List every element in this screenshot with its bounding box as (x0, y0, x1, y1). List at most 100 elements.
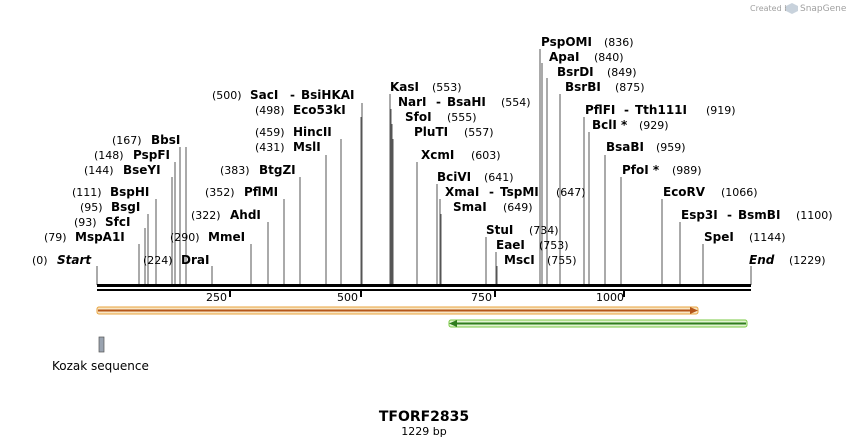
site-pluti[interactable]: PluTI (414, 125, 448, 139)
site-eaei-position: (753) (539, 239, 569, 252)
site-bsabi-position: (959) (656, 141, 686, 154)
feature-kozak-label: Kozak sequence (52, 359, 149, 373)
site-msli[interactable]: MslI (293, 140, 321, 154)
site-sfoi[interactable]: SfoI (405, 110, 432, 124)
site-esp3i-position: (1100) (796, 209, 833, 222)
site-pflmi[interactable]: PflMI (244, 185, 278, 199)
site-eco53ki[interactable]: Eco53kI (293, 103, 346, 117)
ruler-tick-1000: 1000 (596, 291, 624, 304)
ruler-tick-500: 500 (337, 291, 358, 304)
site-bsphi-position: (111) (72, 186, 102, 199)
site-pspfi-position: (148) (94, 149, 124, 162)
site-bsrbi-position: (875) (615, 81, 645, 94)
feature-orf-forward[interactable] (96, 306, 699, 315)
site-drai[interactable]: DraI (181, 253, 209, 267)
ruler-ticks (229, 291, 625, 297)
site-pflmi-position: (352) (205, 186, 235, 199)
site-mmei-position: (290) (170, 231, 200, 244)
site-bsgi-position: (95) (80, 201, 103, 214)
site-pspomi[interactable]: PspOMI (541, 35, 592, 49)
site-smai-position: (649) (503, 201, 533, 214)
site-hincii-position: (459) (255, 126, 285, 139)
orf-forward-arrow-icon (690, 307, 698, 314)
cut-site-lines (96, 49, 752, 285)
site-smai[interactable]: SmaI (453, 200, 487, 214)
end-position: (1229) (789, 254, 826, 267)
site-bsahi[interactable]: BsaHI (447, 95, 486, 109)
site-kasi-position: (553) (432, 81, 462, 94)
orf-reverse-arrow-icon (449, 320, 457, 327)
site-pluti-position: (557) (464, 126, 494, 139)
dna-backbone (97, 284, 751, 291)
site-drai-position: (224) (143, 254, 173, 267)
end-marker: End (749, 253, 775, 267)
site-xcmi[interactable]: XcmI (421, 148, 454, 162)
site-eco53ki-position: (498) (255, 104, 285, 117)
site-bbsi[interactable]: BbsI (151, 133, 180, 147)
start-marker: Start (57, 253, 92, 267)
site-mmei[interactable]: MmeI (208, 230, 245, 244)
ruler-tick-250: 250 (206, 291, 227, 304)
site-bsgi[interactable]: BsgI (111, 200, 140, 214)
site-tth111i[interactable]: Tth111I (635, 103, 687, 117)
site-tspmi[interactable]: TspMI (500, 185, 539, 199)
site-msli-position: (431) (255, 141, 285, 154)
site-spei[interactable]: SpeI (704, 230, 734, 244)
site-bcli-position: (929) (639, 119, 669, 132)
site-hincii[interactable]: HincII (293, 125, 332, 139)
site-msci[interactable]: MscI (504, 253, 535, 267)
start-position: (0) (32, 254, 48, 267)
site-sfci-position: (93) (74, 216, 97, 229)
site-pfoi-position: (989) (672, 164, 702, 177)
site-mspa1i[interactable]: MspA1I (75, 230, 125, 244)
site-xmai-position: (647) (556, 186, 586, 199)
site-pflfi[interactable]: PflFI (585, 103, 615, 117)
site-saci[interactable]: SacI (250, 88, 278, 102)
site-pspomi-position: (836) (604, 36, 634, 49)
site-eaei[interactable]: EaeI (496, 238, 525, 252)
site-apai[interactable]: ApaI (549, 50, 579, 64)
site-pflfi-position: (919) (706, 104, 736, 117)
site-ecorv[interactable]: EcoRV (663, 185, 706, 199)
site-kasi[interactable]: KasI (390, 80, 419, 94)
site-xmai-separator: - (489, 185, 494, 199)
site-stui[interactable]: StuI (486, 223, 513, 237)
site-pspfi[interactable]: PspFI (133, 148, 170, 162)
site-bcli[interactable]: BclI * (592, 118, 628, 132)
site-bsrdi[interactable]: BsrDI (557, 65, 594, 79)
site-mspa1i-position: (79) (44, 231, 67, 244)
site-ahdi[interactable]: AhdI (230, 208, 261, 222)
site-bsmbi[interactable]: BsmBI (738, 208, 780, 222)
site-bbsi-position: (167) (112, 134, 142, 147)
site-btgzi-position: (383) (220, 164, 250, 177)
site-xmai[interactable]: XmaI (445, 185, 479, 199)
credit-text: Created by (750, 4, 794, 13)
site-bseyi[interactable]: BseYI (123, 163, 161, 177)
site-nari[interactable]: NarI (398, 95, 427, 109)
snapgene-logo-icon (786, 3, 798, 14)
site-ahdi-position: (322) (191, 209, 221, 222)
site-esp3i-separator: - (727, 208, 732, 222)
site-bsihkai[interactable]: BsiHKAI (301, 88, 355, 102)
site-bsrbi[interactable]: BsrBI (565, 80, 601, 94)
site-esp3i[interactable]: Esp3I (681, 208, 718, 222)
feature-orf-reverse[interactable] (448, 319, 748, 328)
ruler-tick-750: 750 (471, 291, 492, 304)
site-saci-separator: - (290, 88, 295, 102)
site-sfci[interactable]: SfcI (105, 215, 130, 229)
site-bsphi[interactable]: BspHI (110, 185, 149, 199)
site-bseyi-position: (144) (84, 164, 114, 177)
site-bsrdi-position: (849) (607, 66, 637, 79)
site-bcivi[interactable]: BciVI (437, 170, 471, 184)
site-btgzi[interactable]: BtgZI (259, 163, 296, 177)
site-pfoi[interactable]: PfoI * (622, 163, 660, 177)
site-apai-position: (840) (594, 51, 624, 64)
map-title: TFORF2835 (379, 409, 469, 425)
feature-kozak-marker[interactable] (98, 336, 105, 353)
site-bsabi[interactable]: BsaBI (606, 140, 644, 154)
site-xcmi-position: (603) (471, 149, 501, 162)
site-spei-position: (1144) (749, 231, 786, 244)
site-saci-position: (500) (212, 89, 242, 102)
site-bcivi-position: (641) (484, 171, 514, 184)
